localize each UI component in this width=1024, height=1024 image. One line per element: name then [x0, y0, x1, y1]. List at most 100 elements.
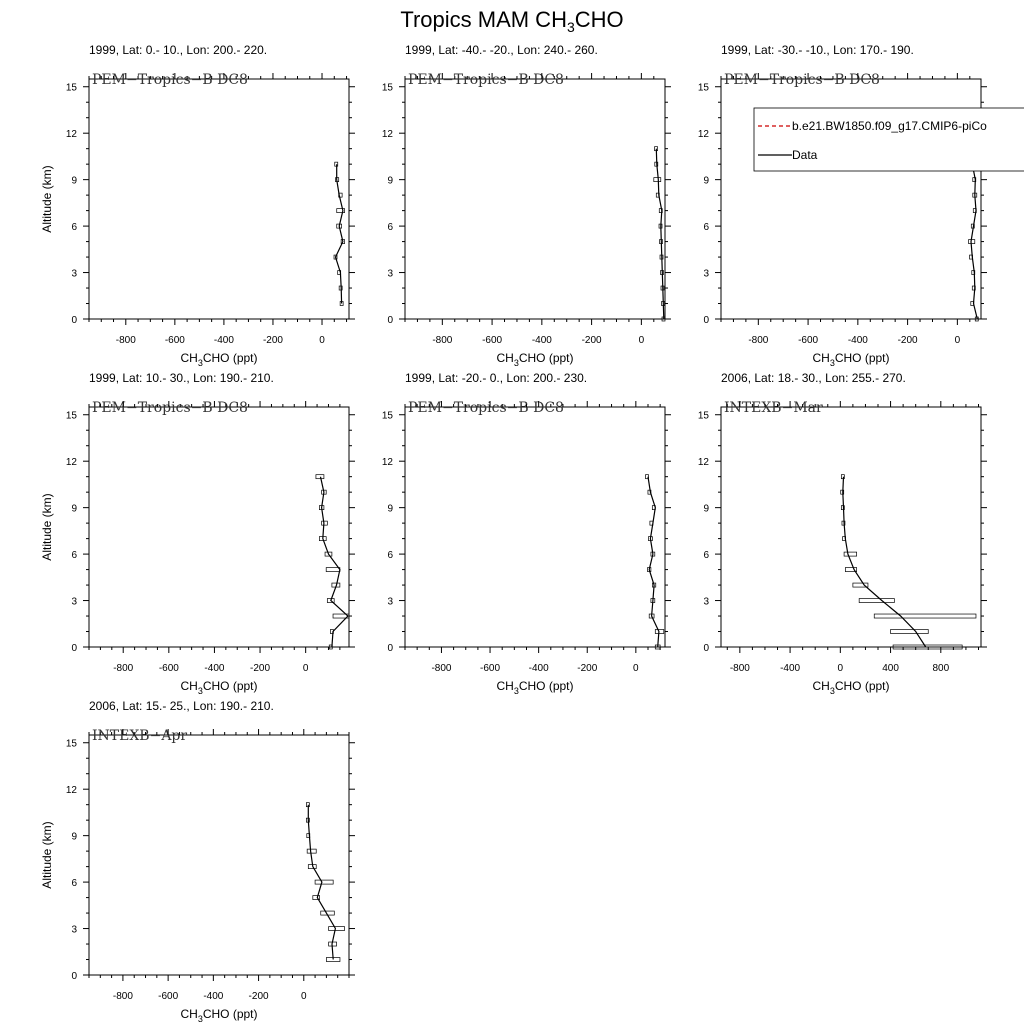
x-tick-label: 0	[633, 663, 639, 674]
panel-1: 1999, Lat: 0.- 10., Lon: 200.- 220. PEM−T…	[40, 43, 355, 368]
y-tick-label: 0	[71, 971, 77, 982]
data-line	[970, 148, 978, 320]
x-tick-label: -400	[529, 663, 549, 674]
legend-label: Data	[792, 148, 818, 162]
x-tick-label: -800	[431, 663, 451, 674]
plot-frame	[88, 406, 350, 648]
x-tick-label: -800	[748, 335, 768, 346]
x-tick-label: -400	[204, 663, 224, 674]
legend-box	[753, 107, 1024, 172]
x-tick-label: -200	[898, 335, 918, 346]
y-tick-label: 0	[387, 315, 393, 326]
x-tick-label: -600	[159, 663, 179, 674]
x-tick-label: -400	[848, 335, 868, 346]
x-tick-label: -600	[482, 335, 502, 346]
y-tick-label: 15	[382, 411, 394, 422]
x-tick-label: -600	[158, 991, 178, 1002]
x-tick-label: -200	[582, 335, 602, 346]
y-tick-label: 0	[71, 315, 77, 326]
y-tick-label: 15	[698, 83, 710, 94]
plot-frame	[720, 78, 982, 320]
campaign-label: PEM−Tropics−B DC8	[408, 400, 564, 416]
y-tick-label: 12	[698, 457, 710, 468]
x-axis-label: CH3CHO (ppt)	[496, 351, 573, 368]
x-tick-label: 0	[955, 335, 961, 346]
y-tick-label: 9	[71, 176, 77, 187]
x-tick-label: -800	[730, 663, 750, 674]
x-tick-label: -400	[532, 335, 552, 346]
range-box	[321, 520, 328, 526]
y-axis-label: Altitude (km)	[40, 493, 54, 560]
range-box	[328, 926, 345, 931]
y-tick-label: 6	[71, 550, 77, 561]
campaign-label: PEM−Tropics−B DC8	[92, 72, 248, 88]
range-box	[315, 474, 325, 480]
y-tick-label: 9	[387, 504, 393, 515]
x-tick-label: 0	[319, 335, 325, 346]
legend-label: b.e21.BW1850.f09_g17.CMIP6-piCo	[792, 119, 987, 133]
y-tick-label: 12	[66, 129, 78, 140]
data-line	[319, 476, 349, 648]
panel-2: 1999, Lat: -40.- -20., Lon: 240.- 260. PE…	[382, 43, 671, 368]
range-box	[312, 895, 320, 900]
figure-title: Tropics MAM CH3CHO	[400, 7, 623, 35]
y-tick-label: 0	[387, 643, 393, 654]
x-tick-label: 0	[639, 335, 645, 346]
x-tick-label: -200	[250, 663, 270, 674]
x-axis-label: CH3CHO (ppt)	[180, 351, 257, 368]
range-box	[873, 613, 977, 619]
plot-frame	[404, 78, 666, 320]
y-tick-label: 3	[387, 597, 393, 608]
x-tick-label: -800	[113, 663, 133, 674]
y-tick-label: 6	[387, 222, 393, 233]
x-tick-label: -200	[249, 991, 269, 1002]
panel-title: 1999, Lat: -30.- -10., Lon: 170.- 190.	[721, 43, 914, 57]
panel-title: 2006, Lat: 18.- 30., Lon: 255.- 270.	[721, 371, 906, 385]
range-box	[654, 629, 665, 634]
y-tick-label: 12	[66, 785, 78, 796]
y-tick-label: 3	[71, 269, 77, 280]
y-tick-label: 3	[71, 925, 77, 936]
y-tick-label: 6	[71, 222, 77, 233]
y-tick-label: 15	[382, 83, 394, 94]
range-box	[858, 598, 895, 603]
y-tick-label: 3	[387, 269, 393, 280]
y-tick-label: 6	[387, 550, 393, 561]
y-tick-label: 12	[382, 457, 394, 468]
x-tick-label: -200	[263, 335, 283, 346]
legend: b.e21.BW1850.f09_g17.CMIP6-piCo Data	[753, 107, 1024, 172]
x-axis-label: CH3CHO (ppt)	[812, 351, 889, 368]
x-axis-label: CH3CHO (ppt)	[180, 1007, 257, 1024]
campaign-label: PEM−Tropics−B DC8	[92, 400, 248, 416]
panel-3: 1999, Lat: -30.- -10., Lon: 170.- 190. PE…	[698, 43, 987, 368]
panel-7: 2006, Lat: 15.- 25., Lon: 190.- 210. INTE…	[40, 699, 355, 1024]
x-tick-label: -600	[165, 335, 185, 346]
y-tick-label: 15	[66, 83, 78, 94]
panel-title: 1999, Lat: 10.- 30., Lon: 190.- 210.	[89, 371, 274, 385]
y-tick-label: 9	[71, 504, 77, 515]
x-tick-label: -800	[113, 991, 133, 1002]
y-axis-label: Altitude (km)	[40, 165, 54, 232]
x-tick-label: -800	[116, 335, 136, 346]
data-line	[655, 148, 665, 320]
x-tick-label: 0	[301, 991, 307, 1002]
x-tick-label: -200	[577, 663, 597, 674]
range-box	[332, 613, 350, 619]
x-tick-label: 800	[932, 663, 949, 674]
range-box	[324, 551, 333, 557]
x-tick-label: -600	[480, 663, 500, 674]
y-tick-label: 9	[71, 832, 77, 843]
y-tick-label: 0	[71, 643, 77, 654]
range-box	[843, 551, 858, 557]
x-tick-label: -400	[780, 663, 800, 674]
range-box	[840, 489, 845, 495]
range-box	[306, 848, 317, 854]
y-tick-label: 12	[66, 457, 78, 468]
plot-frame	[88, 78, 350, 320]
range-box	[890, 629, 929, 634]
range-box	[892, 644, 963, 650]
y-tick-label: 9	[703, 176, 709, 187]
x-tick-label: 0	[838, 663, 844, 674]
panel-title: 1999, Lat: 0.- 10., Lon: 200.- 220.	[89, 43, 267, 57]
plot-frame	[88, 734, 350, 976]
